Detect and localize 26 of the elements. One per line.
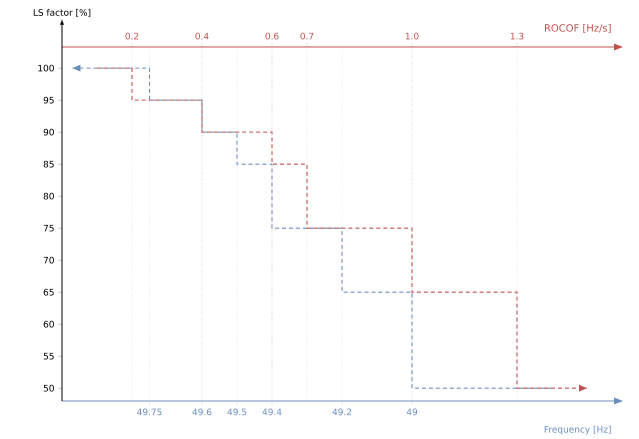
x2-tick-label: 1.3 [510,32,524,40]
y-axis-title: LS factor [%] [34,8,90,17]
x2-tick-label: 1.0 [406,32,419,40]
y-tick-label: 90 [44,128,54,136]
x-tick-label: 49.75 [137,408,162,416]
y-tick-label: 50 [44,384,54,392]
y-tick-label: 70 [44,256,54,264]
y-tick-label: 65 [44,288,54,296]
x-tick-label: 49.5 [227,408,246,416]
x2-axis-title: ROCOF [Hz/s] [544,24,611,33]
x-tick-label: 49 [406,408,418,416]
x2-tick-label: 0.7 [300,32,314,40]
y-tick-label: 55 [44,352,54,360]
y-tick-label: 60 [44,320,54,328]
y-tick-label: 75 [44,224,54,232]
y-tick-label: 80 [44,192,54,200]
y-tick-label: 100 [38,64,54,72]
x-axis-title: Frequency [Hz] [544,426,611,434]
x-tick-label: 49.2 [332,408,352,416]
x-tick-label: 49.6 [192,408,212,416]
y-tick-label: 85 [44,160,54,168]
x2-tick-label: 0.6 [265,32,279,40]
x2-tick-label: 0.2 [125,32,138,40]
y-tick-label: 95 [44,96,54,104]
x2-tick-label: 0.4 [195,32,209,40]
x-tick-label: 49.4 [262,408,282,416]
